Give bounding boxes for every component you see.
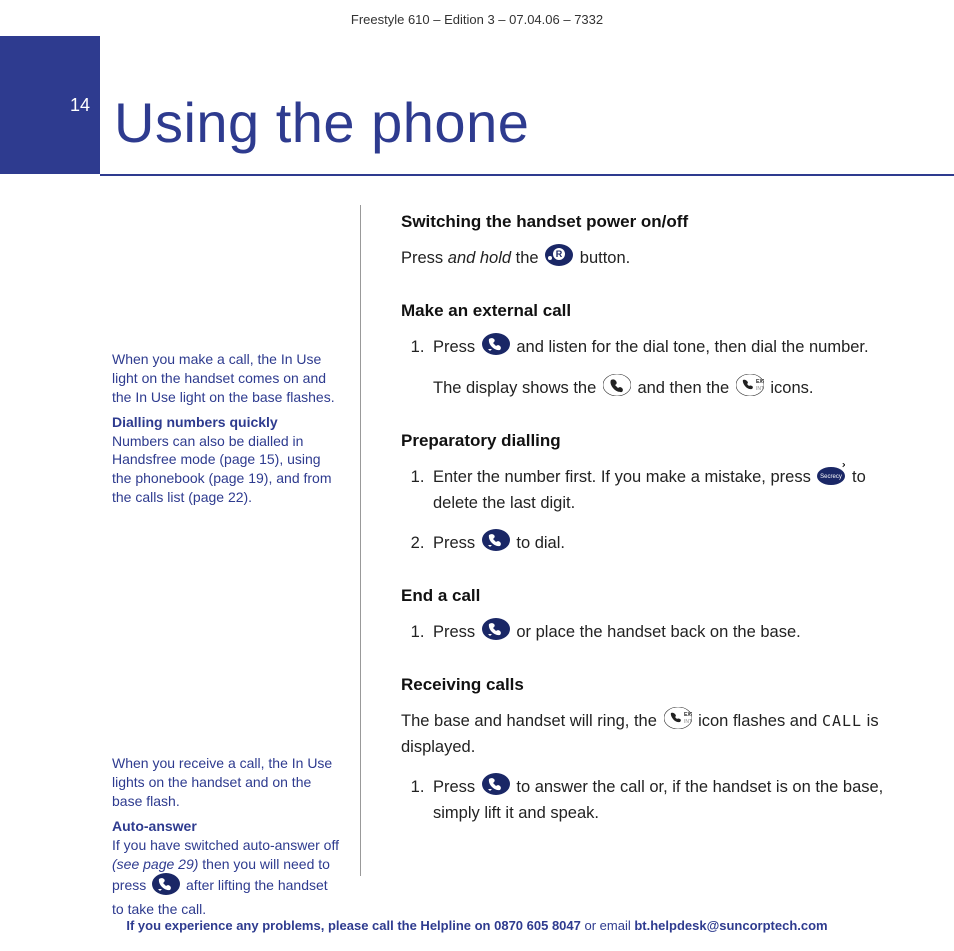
side-note-in-use: When you make a call, the In Use light o… <box>112 350 340 507</box>
steps-end-call: Press or place the handset back on the b… <box>401 618 899 647</box>
side-text: Numbers can also be dialled in Handsfree… <box>112 432 340 508</box>
side-text: When you make a call, the In Use light o… <box>112 350 340 407</box>
side-heading-auto-answer: Auto-answer <box>112 817 340 836</box>
steps-receiving: Press to answer the call or, if the hand… <box>401 773 899 825</box>
talk-icon <box>482 618 510 647</box>
content-area: When you make a call, the In Use light o… <box>0 190 954 901</box>
side-text: When you receive a call, the In Use ligh… <box>112 754 340 811</box>
talk-icon <box>482 773 510 802</box>
side-heading-dialling: Dialling numbers quickly <box>112 413 340 432</box>
heading-receiving: Receiving calls <box>401 673 899 697</box>
list-item: Enter the number first. If you make a mi… <box>429 463 899 515</box>
page-title: Using the phone <box>114 90 529 155</box>
list-item: Press and listen for the dial tone, then… <box>429 333 899 403</box>
steps-external-call: Press and listen for the dial tone, then… <box>401 333 899 403</box>
footer-helpline: If you experience any problems, please c… <box>0 918 954 933</box>
title-rule <box>100 174 954 176</box>
side-text: If you have switched auto-answer off (se… <box>112 836 340 920</box>
page-number-tab: 14 <box>0 36 100 174</box>
list-item: Press to dial. <box>429 529 899 558</box>
talk-icon <box>482 333 510 362</box>
heading-preparatory: Preparatory dialling <box>401 429 899 453</box>
talk-icon <box>482 529 510 558</box>
side-note-receive: When you receive a call, the In Use ligh… <box>112 754 340 919</box>
ext-icon <box>664 707 692 736</box>
secrecy-icon <box>817 463 845 492</box>
talk-icon <box>152 873 180 900</box>
handset-icon <box>603 374 631 403</box>
sidebar: When you make a call, the In Use light o… <box>0 190 360 901</box>
display-text-call: CALL <box>822 712 862 730</box>
heading-external-call: Make an external call <box>401 299 899 323</box>
steps-preparatory: Enter the number first. If you make a mi… <box>401 463 899 558</box>
doc-header: Freestyle 610 – Edition 3 – 07.04.06 – 7… <box>0 0 954 27</box>
main-column: Switching the handset power on/off Press… <box>361 190 954 901</box>
list-item: Press or place the handset back on the b… <box>429 618 899 647</box>
body-text: The base and handset will ring, the icon… <box>401 707 899 759</box>
body-text: The display shows the and then the icons… <box>433 374 899 403</box>
page-number: 14 <box>70 95 90 116</box>
list-item: Press to answer the call or, if the hand… <box>429 773 899 825</box>
ext-icon <box>736 374 764 403</box>
body-text: Press and hold the button. <box>401 244 899 273</box>
heading-power: Switching the handset power on/off <box>401 210 899 234</box>
heading-end-call: End a call <box>401 584 899 608</box>
r-button-icon <box>545 244 573 273</box>
